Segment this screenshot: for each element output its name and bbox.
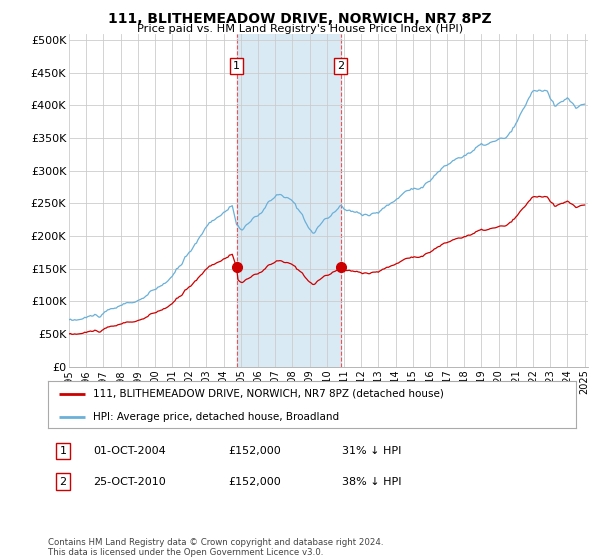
Bar: [236, 34, 341, 367]
Text: 1: 1: [233, 61, 240, 71]
Text: 1: 1: [59, 446, 67, 456]
Text: HPI: Average price, detached house, Broadland: HPI: Average price, detached house, Broa…: [93, 412, 339, 422]
Text: 2: 2: [59, 477, 67, 487]
Text: 25-OCT-2010: 25-OCT-2010: [93, 477, 166, 487]
Text: 31% ↓ HPI: 31% ↓ HPI: [342, 446, 401, 456]
Text: £152,000: £152,000: [228, 446, 281, 456]
Text: 111, BLITHEMEADOW DRIVE, NORWICH, NR7 8PZ (detached house): 111, BLITHEMEADOW DRIVE, NORWICH, NR7 8P…: [93, 389, 444, 399]
Text: Contains HM Land Registry data © Crown copyright and database right 2024.
This d: Contains HM Land Registry data © Crown c…: [48, 538, 383, 557]
Text: 01-OCT-2004: 01-OCT-2004: [93, 446, 166, 456]
Text: 2: 2: [337, 61, 344, 71]
Text: 111, BLITHEMEADOW DRIVE, NORWICH, NR7 8PZ: 111, BLITHEMEADOW DRIVE, NORWICH, NR7 8P…: [108, 12, 492, 26]
Text: £152,000: £152,000: [228, 477, 281, 487]
Text: 38% ↓ HPI: 38% ↓ HPI: [342, 477, 401, 487]
Text: Price paid vs. HM Land Registry's House Price Index (HPI): Price paid vs. HM Land Registry's House …: [137, 24, 463, 34]
